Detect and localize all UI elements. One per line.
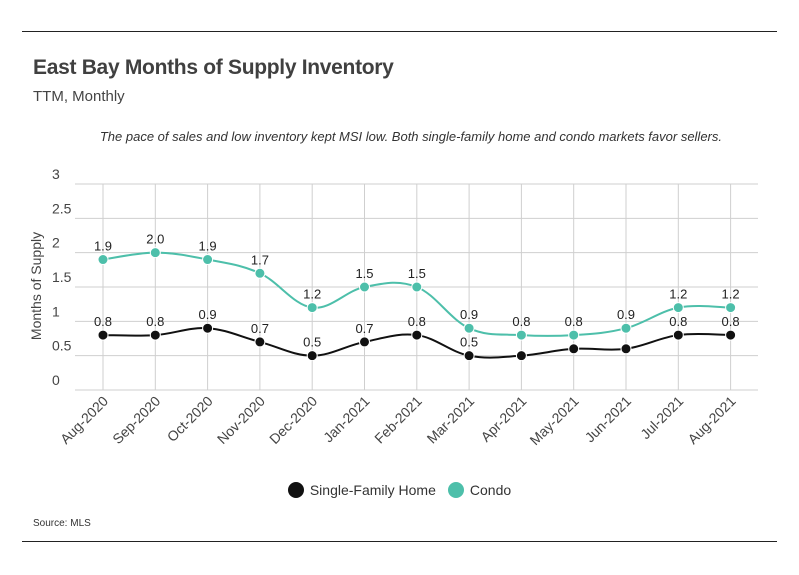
data-label-single-family-home: 0.5 [460, 335, 478, 350]
y-tick-label: 0.5 [52, 338, 72, 354]
x-tick-label: Mar-2021 [424, 393, 478, 447]
x-tick-label: Aug-2020 [57, 393, 111, 447]
data-label-condo: 1.9 [199, 239, 217, 254]
y-tick-label: 1 [52, 303, 60, 319]
data-label-condo: 1.5 [408, 266, 426, 281]
data-point-single-family-home[interactable] [97, 329, 109, 341]
chart-subtitle: TTM, Monthly [33, 88, 125, 105]
data-point-condo[interactable] [463, 322, 475, 334]
data-point-condo[interactable] [725, 302, 737, 314]
legend-marker-condo [447, 482, 464, 498]
grid-lines [75, 183, 758, 391]
data-point-single-family-home[interactable] [672, 329, 684, 341]
y-axis-ticks: 0 0.5 1 1.5 2 2.5 3 [52, 166, 72, 388]
x-tick-label: Dec-2020 [266, 393, 320, 447]
data-label-condo: 1.5 [355, 266, 373, 281]
data-point-single-family-home[interactable] [463, 350, 475, 362]
y-tick-label: 1.5 [52, 269, 72, 285]
legend-label-single-family: Single-Family Home [309, 482, 436, 498]
y-tick-label: 2.5 [52, 200, 72, 216]
data-point-condo[interactable] [254, 267, 266, 279]
x-tick-label: Sep-2020 [109, 393, 163, 447]
data-label-single-family-home: 0.8 [722, 314, 740, 329]
series-group: 0.8 0.8 0.9 0.7 0.5 0.7 0.8 0.5 0.8 0.8 1.9 2.0 1.9 1… [94, 232, 740, 362]
data-point-single-family-home[interactable] [411, 329, 423, 341]
data-label-condo: 1.2 [722, 287, 740, 302]
data-point-single-family-home[interactable] [202, 322, 214, 334]
data-point-condo[interactable] [515, 329, 527, 341]
legend-marker-single-family [287, 482, 304, 498]
data-point-condo[interactable] [149, 247, 161, 259]
legend-item-single-family[interactable]: Single-Family Home [287, 482, 436, 498]
x-tick-label: Apr-2021 [477, 393, 529, 445]
data-point-single-family-home[interactable] [620, 343, 632, 355]
data-label-single-family-home: 0.8 [146, 314, 164, 329]
x-tick-label: May-2021 [526, 393, 581, 448]
data-point-condo[interactable] [306, 302, 318, 314]
data-point-single-family-home[interactable] [515, 350, 527, 362]
data-point-condo[interactable] [359, 281, 370, 293]
data-point-condo[interactable] [202, 254, 214, 266]
data-label-condo: 0.9 [460, 307, 478, 322]
x-tick-label: Nov-2020 [214, 393, 268, 447]
data-label-single-family-home: 0.8 [94, 314, 112, 329]
data-label-condo: 0.8 [565, 314, 583, 329]
data-label-condo: 1.2 [303, 287, 321, 302]
data-point-single-family-home[interactable] [306, 350, 318, 362]
data-label-single-family-home: 0.7 [251, 321, 269, 336]
data-point-condo[interactable] [411, 281, 423, 293]
x-tick-label: Jul-2021 [637, 393, 686, 442]
legend-label-condo: Condo [469, 482, 512, 498]
data-label-single-family-home: 0.7 [355, 321, 373, 336]
top-rule [22, 31, 777, 32]
data-label-condo: 1.9 [94, 239, 112, 254]
x-tick-label: Jun-2021 [582, 393, 635, 446]
y-tick-label: 0 [52, 372, 60, 388]
x-tick-label: Feb-2021 [371, 393, 425, 447]
data-point-condo[interactable] [672, 302, 684, 314]
data-label-single-family-home: 0.8 [408, 314, 426, 329]
x-tick-label: Jan-2021 [320, 393, 373, 446]
y-tick-label: 3 [52, 166, 60, 182]
chart-title: East Bay Months of Supply Inventory [33, 56, 394, 79]
legend-item-condo[interactable]: Condo [447, 482, 512, 498]
chart-annotation: The pace of sales and low inventory kept… [99, 129, 722, 144]
data-point-single-family-home[interactable] [149, 329, 161, 341]
data-label-single-family-home: 0.5 [303, 335, 321, 350]
legend: Single-Family Home Condo [0, 482, 799, 498]
y-tick-label: 2 [52, 235, 60, 251]
data-point-single-family-home[interactable] [359, 336, 370, 348]
data-point-single-family-home[interactable] [254, 336, 266, 348]
data-label-condo: 1.2 [669, 287, 687, 302]
x-tick-label: Oct-2020 [164, 393, 216, 445]
data-point-condo[interactable] [620, 322, 632, 334]
data-label-single-family-home: 0.8 [669, 314, 687, 329]
y-axis-label: Months of Supply [28, 232, 44, 340]
data-label-condo: 0.9 [617, 307, 635, 322]
data-point-condo[interactable] [568, 329, 580, 341]
data-point-condo[interactable] [97, 254, 109, 266]
data-label-condo: 0.8 [512, 314, 530, 329]
data-point-single-family-home[interactable] [725, 329, 737, 341]
x-tick-label: Aug-2021 [684, 393, 738, 447]
bottom-rule [22, 541, 777, 542]
data-label-condo: 1.7 [251, 252, 269, 267]
data-point-single-family-home[interactable] [568, 343, 580, 355]
data-label-condo: 2.0 [146, 232, 164, 247]
data-label-single-family-home: 0.9 [199, 307, 217, 322]
source-note: Source: MLS [33, 518, 91, 529]
